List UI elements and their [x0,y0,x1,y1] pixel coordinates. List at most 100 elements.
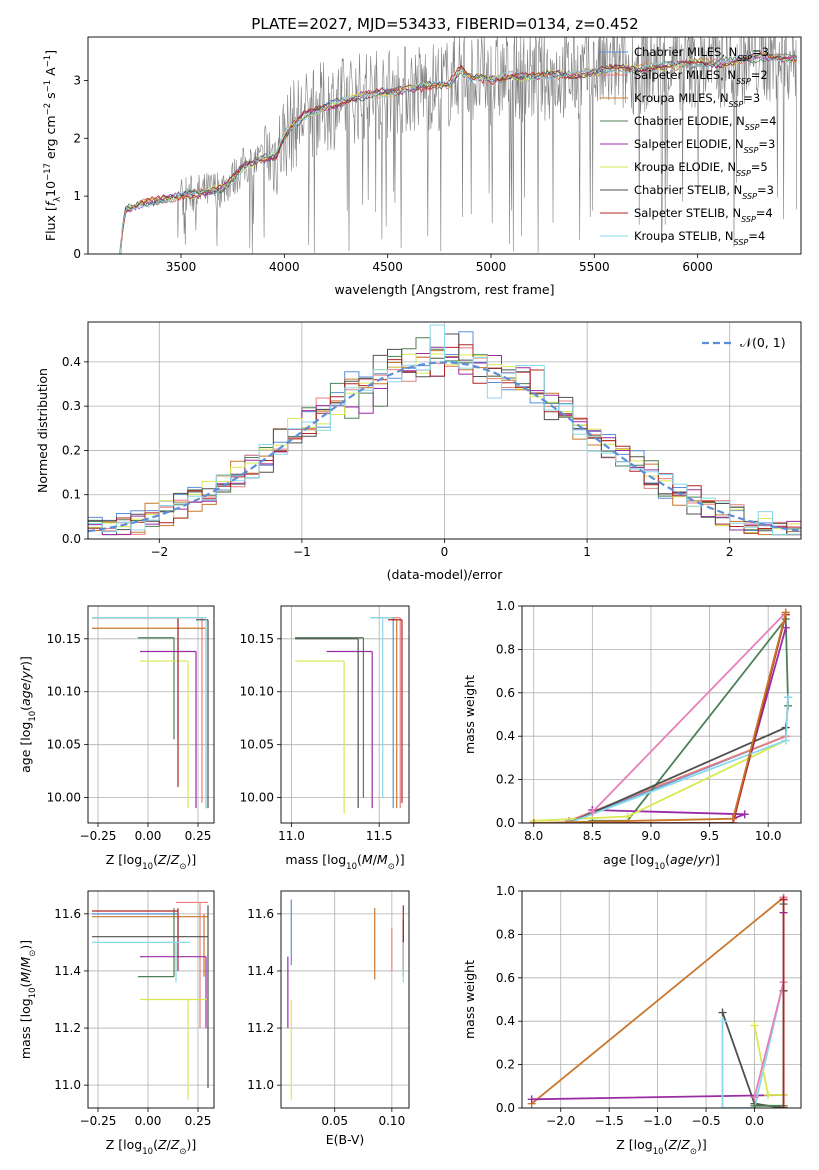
y-tick-label: 11.6 [247,907,274,921]
weight-line [568,697,789,823]
plot-area [92,617,209,809]
y-axis-label-part: / [18,678,33,683]
y-tick-label: 3 [73,73,81,87]
x-axis-label-part: / [677,1137,682,1152]
legend-ssp-subscript: SSP [736,169,751,178]
y-axis-label-part: f [43,200,58,206]
legend-ssp-count: =3 [758,137,775,151]
y-tick-label: 0.1 [62,488,81,502]
weight-marker [784,693,793,702]
weight-marker [764,1090,773,1099]
x-axis-label-part: Z [157,1137,167,1152]
y-tick-label: 0.2 [62,443,81,457]
y-tick-label: 0.4 [496,1014,515,1028]
weight-line [721,981,785,1108]
x-axis-label-part: ( [153,1137,158,1152]
residual-histogram [88,324,801,536]
legend-ssp-subscript: SSP [737,54,752,63]
plot-area [529,608,793,823]
x-axis-label-part: )] [186,1137,196,1152]
weight-marker [564,819,573,823]
weight-vs-metallicity-panel: −2.0 −1.5 −1.0 −0.5 0.0 0.0 0.2 0.4 0.6 0.8 1.0 Z [… [462,884,802,1157]
y-axis-label-part: −1 [43,80,53,93]
legend-label: 𝒩(0, 1) [740,335,786,350]
y-tick-label: 11.0 [247,1078,274,1092]
axes: 11.0 11.5 10.00 10.05 10.10 10.15 [240,632,393,843]
x-tick-label: 8.0 [524,829,543,843]
x-tick-label: 0 [441,545,449,559]
y-axis-label-part: yr [18,665,33,679]
model-spectrum [119,52,798,254]
x-tick-label: 0.05 [321,1114,348,1128]
grid [88,606,214,823]
legend-ssp-subscript: SSP [745,123,760,132]
y-axis-label: mass [log10(M/M⊙)] [18,940,38,1059]
plot-area [287,899,404,1100]
plot-area [295,617,403,814]
x-tick-label: 9.0 [641,829,660,843]
weight-line [591,611,787,813]
axes: −2 −1 0 1 2 0.0 0.1 0.2 0.3 0.4 [62,355,734,559]
legend-label: Kroupa STELIB, NSSP=4 [634,229,765,247]
x-axis-label-part: / [373,852,378,867]
y-tick-label: 10.05 [240,738,274,752]
x-axis-label: age [log10(age/yr)] [603,852,720,872]
y-axis-label: mass weight [462,960,477,1039]
y-tick-label: 0.8 [496,642,515,656]
y-tick-label: 10.05 [47,738,81,752]
y-axis-label: age [log10(age/yr)] [18,656,38,773]
x-tick-label: 2 [726,545,734,559]
weight-marker [588,808,597,817]
y-axis-label-part: −1 [43,55,53,68]
grid [281,891,409,1108]
weight-marker [729,814,738,823]
weight-marker [750,1021,759,1030]
weight-marker [623,812,632,821]
axes: 3500 4000 4500 5000 5500 6000 0 1 2 3 [73,73,713,274]
x-axis-label-part: Z [157,852,167,867]
legend-model-name: Chabrier ELODIE, N [634,114,745,128]
x-axis-label-part: ⊙ [690,1147,697,1157]
y-axis-label-part: A [43,67,58,80]
legend-label: Kroupa MILES, NSSP=3 [634,91,760,109]
y-axis-label-part: age [log [18,722,33,773]
legend-model-name: Salpeter STELIB, N [634,206,741,220]
x-tick-label: −0.25 [80,829,117,843]
x-axis-label-part: Z [log [106,852,142,867]
x-axis-label-part: yr [697,852,711,867]
x-axis-label-part: / [167,1137,172,1152]
x-axis-label: Z [log10(Z/Z⊙)] [616,1137,706,1157]
legend-ssp-count: =4 [748,229,765,243]
y-axis-label-part: / [18,967,33,972]
weight-marker [740,810,749,819]
x-tick-label: 6000 [682,260,713,274]
weight-line [568,697,789,823]
x-axis-label-part: 10 [346,862,357,872]
y-axis-label: Normed distribution [35,368,50,493]
legend-label: Kroupa ELODIE, NSSP=5 [634,160,768,178]
legend-ssp-subscript: SSP [741,215,756,224]
legend-ssp-count: =4 [756,206,773,220]
y-tick-label: 0.0 [496,816,515,830]
weight-line [753,1025,784,1096]
grid [281,606,409,823]
x-axis-label: mass [log10(M/M⊙)] [285,852,404,872]
model-spectrum [119,53,798,254]
model-spectrum [119,51,798,254]
x-axis-label-part: age [670,852,694,867]
legend-model-name: Kroupa STELIB, N [634,229,734,243]
legend-ssp-count: =3 [743,91,760,105]
x-axis-label-part: 10 [654,862,665,872]
model-spectrum [119,52,798,254]
y-axis-label-part: M [18,957,33,968]
model-spectrum [119,53,798,254]
legend-label: Chabrier ELODIE, NSSP=4 [634,114,776,132]
x-axis-label-part: ( [665,852,670,867]
x-tick-label: 4000 [269,260,300,274]
x-axis-label-part: 10 [142,1147,153,1157]
x-tick-label: 11.0 [278,829,305,843]
weight-line [568,726,787,823]
legend-model-name: Kroupa ELODIE, N [634,160,736,174]
residuals-panel: −2 −1 0 1 2 0.0 0.1 0.2 0.3 0.4 (data-model)/error… [35,321,802,582]
